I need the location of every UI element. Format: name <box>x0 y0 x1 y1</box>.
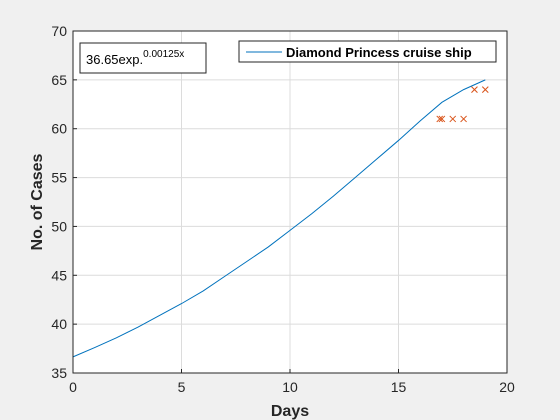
fit-curve-line <box>72 79 486 358</box>
grid <box>72 30 508 374</box>
x-tick-label: 20 <box>499 379 515 395</box>
y-tick-label: 65 <box>51 72 67 88</box>
y-tick-label: 40 <box>51 316 67 332</box>
x-tick-label: 10 <box>282 379 298 395</box>
x-tick-label: 0 <box>69 379 77 395</box>
y-tick-label: 50 <box>51 218 67 234</box>
annotation-exponent: 0.00125x <box>143 49 184 60</box>
x-axis-title: Days <box>271 403 309 420</box>
annotation-base: 36.65exp. <box>86 52 143 67</box>
y-axis-title: No. of Cases <box>29 153 46 250</box>
data-point-marker <box>460 115 467 123</box>
data-point-marker <box>481 86 489 93</box>
data-point-marker <box>438 115 446 123</box>
y-tick-label: 35 <box>51 365 67 381</box>
y-tick-label: 55 <box>51 170 67 186</box>
y-tick-label: 60 <box>51 121 67 137</box>
data-point-marker <box>471 86 478 93</box>
svg-text:36.65exp.0.00125x: 36.65exp.0.00125x <box>86 49 184 67</box>
x-tick-label: 15 <box>391 379 407 395</box>
legend: Diamond Princess cruise ship <box>238 40 497 63</box>
series-layer <box>72 79 489 358</box>
legend-entry-label: Diamond Princess cruise ship <box>286 45 472 60</box>
y-tick-label: 45 <box>51 267 67 283</box>
annotation-box: 36.65exp.0.00125x <box>79 42 207 74</box>
data-point-marker <box>436 115 444 123</box>
x-tick-label: 5 <box>178 379 186 395</box>
y-tick-label: 70 <box>51 23 67 39</box>
legend-box <box>238 40 497 63</box>
ticks: 0 5 10 15 20 35 40 45 50 55 60 65 70 <box>51 23 515 395</box>
data-point-marker <box>449 115 457 123</box>
